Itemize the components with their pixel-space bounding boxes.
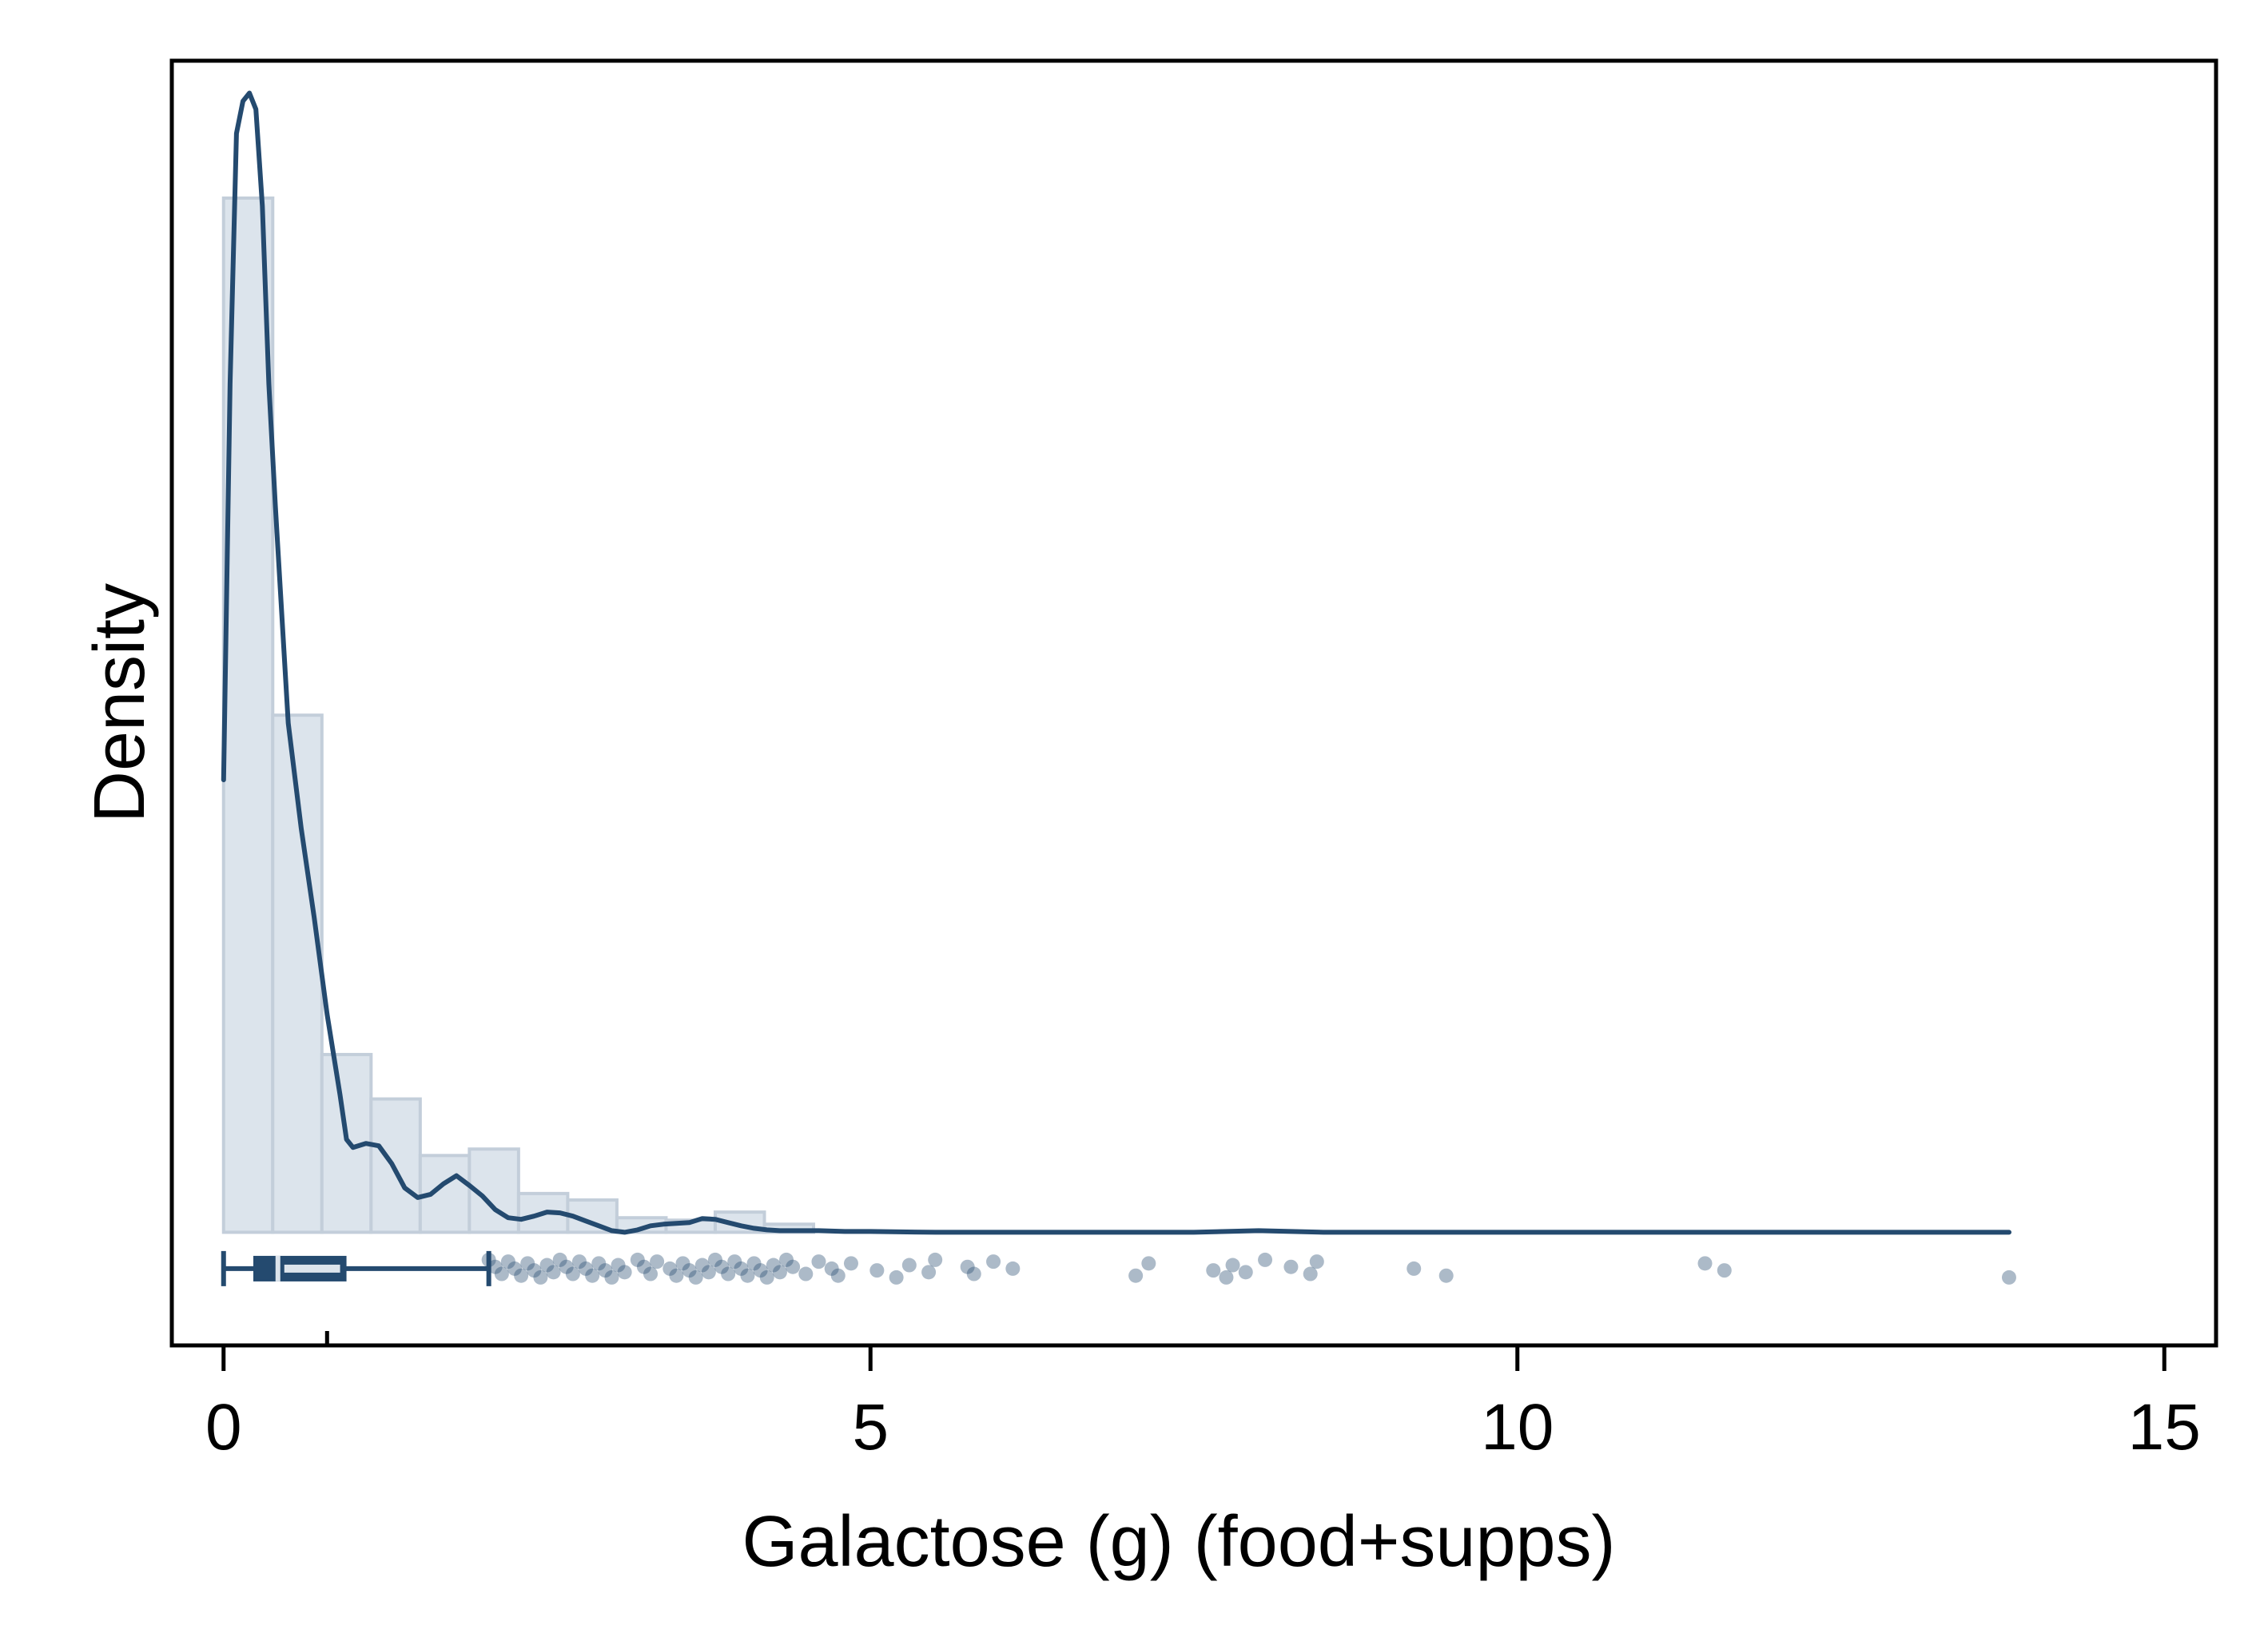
kde-line bbox=[221, 90, 2011, 1235]
outlier-point bbox=[901, 1258, 917, 1273]
outlier-point bbox=[734, 1261, 749, 1276]
outlier-point bbox=[694, 1258, 710, 1273]
outlier-point bbox=[1303, 1266, 1318, 1281]
outlier-point bbox=[611, 1258, 626, 1273]
outlier-point bbox=[1141, 1256, 1156, 1271]
outlier-point bbox=[824, 1261, 839, 1276]
outlier-point bbox=[565, 1266, 580, 1281]
outlier-point bbox=[830, 1268, 846, 1283]
outlier-point bbox=[766, 1258, 781, 1273]
outlier-point bbox=[759, 1270, 774, 1285]
outlier-point bbox=[1407, 1261, 1422, 1276]
outlier-point bbox=[636, 1259, 651, 1274]
x-tick-label: 5 bbox=[852, 1391, 889, 1464]
outlier-point bbox=[650, 1254, 665, 1270]
y-axis-label: Density bbox=[80, 583, 160, 823]
outlier-point bbox=[552, 1252, 567, 1267]
outlier-point bbox=[591, 1256, 607, 1271]
outlier-point bbox=[539, 1258, 555, 1273]
outlier-point bbox=[617, 1265, 632, 1280]
outlier-point bbox=[546, 1265, 561, 1280]
histogram-bars bbox=[221, 196, 816, 1234]
outlier-point bbox=[643, 1266, 659, 1281]
outlier-point bbox=[2001, 1270, 2016, 1285]
outlier-point bbox=[786, 1259, 801, 1274]
box-inner-highlight bbox=[284, 1264, 340, 1273]
outlier-point bbox=[494, 1266, 509, 1281]
outlier-points bbox=[481, 1252, 2016, 1285]
outlier-point bbox=[714, 1259, 730, 1274]
outlier-point bbox=[604, 1270, 619, 1285]
boxplot-layer bbox=[221, 1250, 491, 1345]
outlier-point bbox=[487, 1259, 503, 1274]
outlier-point bbox=[533, 1270, 548, 1285]
outlier-point bbox=[1258, 1252, 1273, 1267]
kde-layer bbox=[221, 90, 2011, 1235]
outlier-point bbox=[662, 1261, 678, 1276]
outlier-point bbox=[559, 1259, 574, 1274]
outlier-point bbox=[585, 1268, 600, 1283]
outlier-point bbox=[986, 1254, 1001, 1270]
outlier-point bbox=[630, 1252, 645, 1267]
x-tick-label: 10 bbox=[1481, 1391, 1554, 1464]
outlier-point bbox=[960, 1259, 975, 1274]
outlier-point bbox=[688, 1270, 703, 1285]
outlier-point bbox=[869, 1263, 885, 1278]
outlier-point bbox=[779, 1252, 794, 1267]
outlier-point bbox=[921, 1265, 937, 1280]
x-tick-label: 15 bbox=[2128, 1391, 2201, 1464]
outlier-point bbox=[481, 1252, 496, 1267]
outlier-point bbox=[514, 1268, 529, 1283]
outlier-point bbox=[966, 1266, 981, 1281]
outlier-point bbox=[701, 1265, 716, 1280]
outlier-point bbox=[721, 1266, 736, 1281]
outlier-point bbox=[527, 1263, 542, 1278]
x-tick-label: 0 bbox=[205, 1391, 242, 1464]
histogram-bar bbox=[369, 1097, 422, 1234]
outlier-point bbox=[520, 1256, 535, 1271]
outlier-point bbox=[579, 1261, 594, 1276]
outlier-point bbox=[753, 1263, 768, 1278]
outlier-point bbox=[1206, 1263, 1221, 1278]
outlier-point bbox=[507, 1261, 523, 1276]
outlier-point bbox=[1128, 1268, 1144, 1283]
outlier-point bbox=[740, 1268, 755, 1283]
outlier-point bbox=[811, 1254, 826, 1270]
outlier-point bbox=[727, 1254, 742, 1270]
outlier-point bbox=[1219, 1270, 1234, 1285]
outlier-point bbox=[571, 1254, 587, 1270]
outlier-point bbox=[1309, 1254, 1324, 1270]
outlier-point bbox=[1225, 1258, 1240, 1273]
outlier-point bbox=[1717, 1263, 1732, 1278]
outlier-point bbox=[500, 1254, 515, 1270]
outlier-point bbox=[669, 1268, 684, 1283]
outlier-point bbox=[889, 1270, 904, 1285]
outlier-point bbox=[772, 1265, 787, 1280]
outlier-point bbox=[1238, 1265, 1253, 1280]
outlier-point bbox=[798, 1266, 814, 1281]
outlier-point bbox=[746, 1256, 762, 1271]
plot-frame bbox=[169, 58, 2218, 1348]
outlier-point bbox=[843, 1256, 858, 1271]
outlier-point bbox=[1697, 1256, 1713, 1271]
x-axis-label: Galactose (g) (food+supps) bbox=[742, 1502, 1615, 1582]
outlier-point bbox=[1005, 1261, 1021, 1276]
outlier-point bbox=[1438, 1268, 1454, 1283]
outlier-point bbox=[598, 1263, 613, 1278]
outlier-point bbox=[928, 1252, 943, 1267]
outlier-point bbox=[675, 1256, 690, 1271]
outlier-point bbox=[682, 1263, 697, 1278]
outlier-point bbox=[707, 1252, 722, 1267]
x-axis: 0 5 10 15 bbox=[205, 1345, 2201, 1464]
outlier-point bbox=[1283, 1259, 1299, 1274]
